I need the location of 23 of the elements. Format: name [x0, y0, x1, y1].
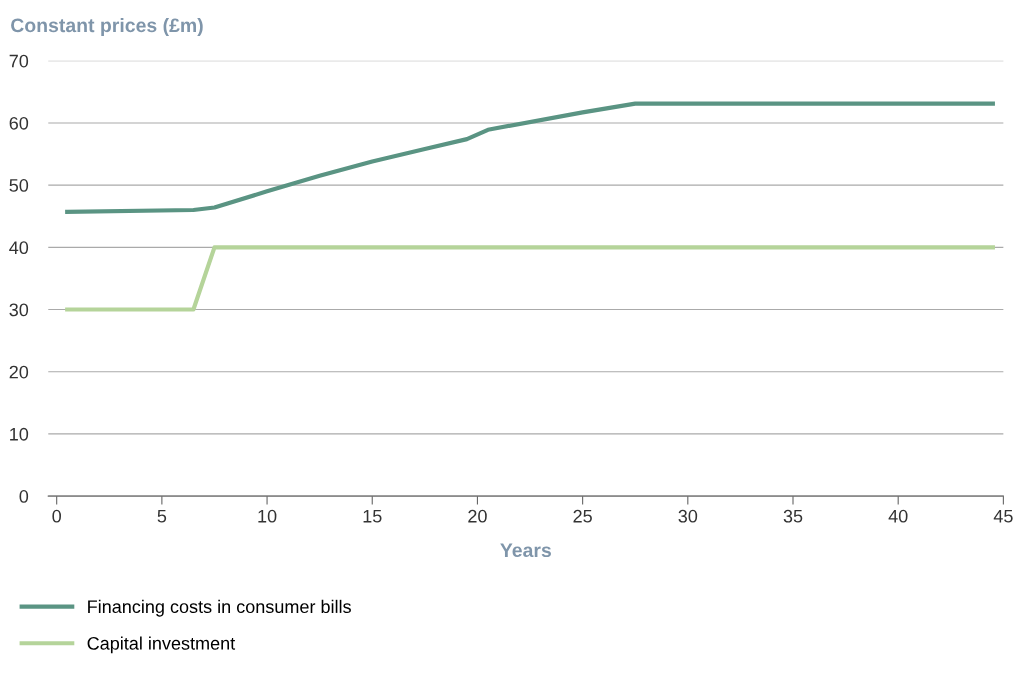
y-tick-label: 70 — [9, 54, 29, 68]
x-axis-title: Years — [500, 543, 551, 558]
x-tick-label: 30 — [678, 509, 698, 523]
y-tick-label: 10 — [10, 427, 29, 441]
x-tick-label: 5 — [157, 509, 167, 523]
y-tick-label: 0 — [19, 490, 29, 503]
x-tick-label: 35 — [783, 509, 803, 523]
x-tick-label: 25 — [573, 509, 592, 523]
y-tick-label: 30 — [9, 303, 29, 317]
line-series — [65, 101, 995, 214]
x-tick-label: 10 — [258, 509, 277, 523]
x-tick-label: 0 — [52, 509, 61, 523]
y-tick-label: 60 — [9, 116, 29, 130]
y-tick-label: 40 — [9, 241, 29, 255]
x-tick-label: 20 — [468, 509, 487, 523]
legend-label: Capital investment — [87, 636, 236, 654]
x-tick-label: 40 — [888, 509, 908, 523]
y-tick-label: 20 — [9, 365, 29, 379]
y-tick-label: 50 — [9, 179, 29, 192]
legend-label: Financing costs in consumer bills — [88, 599, 351, 617]
y-axis-title: Constant prices (£m) — [11, 17, 203, 37]
x-tick-label: 15 — [363, 509, 382, 523]
x-tick-label: 45 — [993, 509, 1013, 523]
